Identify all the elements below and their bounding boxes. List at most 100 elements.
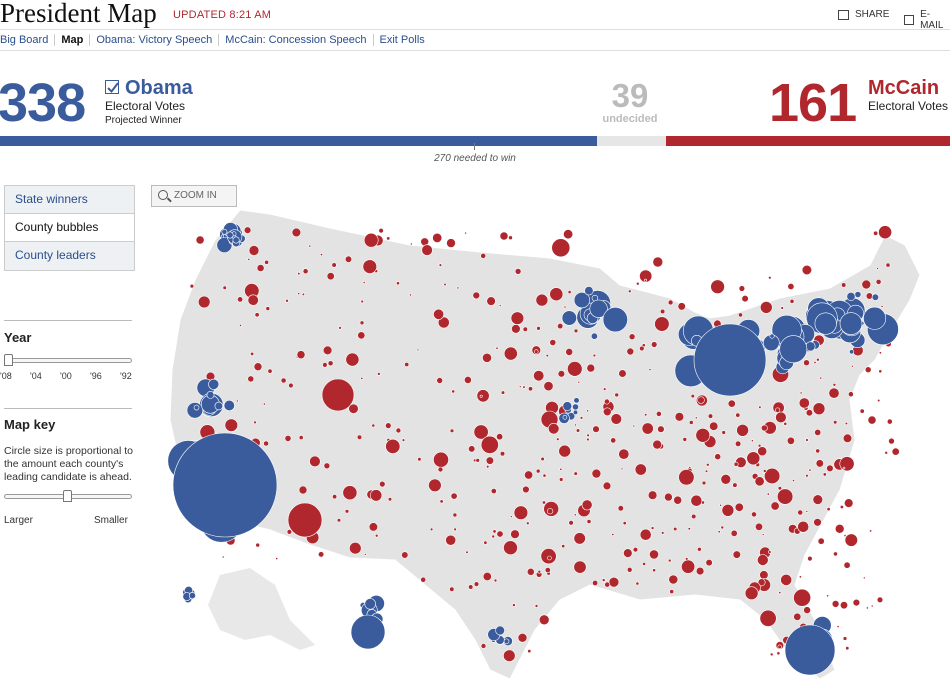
county-bubble-republican[interactable] xyxy=(465,550,469,554)
county-bubble-republican[interactable] xyxy=(285,299,289,303)
county-bubble-republican[interactable] xyxy=(635,281,640,286)
county-bubble-republican[interactable] xyxy=(888,437,895,445)
county-bubble-republican[interactable] xyxy=(812,494,823,505)
county-bubble-republican[interactable] xyxy=(705,462,710,467)
county-bubble-republican[interactable] xyxy=(697,546,702,552)
county-bubble-republican[interactable] xyxy=(647,490,658,500)
county-bubble-republican[interactable] xyxy=(247,258,251,261)
county-bubble-republican[interactable] xyxy=(744,586,759,601)
county-bubble-republican[interactable] xyxy=(778,591,782,595)
nav-big-board[interactable]: Big Board xyxy=(0,34,56,46)
county-bubble-republican[interactable] xyxy=(641,422,654,435)
county-bubble-republican[interactable] xyxy=(738,312,743,318)
county-bubble-republican[interactable] xyxy=(438,263,443,267)
county-bubble-republican[interactable] xyxy=(805,474,809,478)
county-bubble-republican[interactable] xyxy=(508,235,513,241)
county-bubble-republican[interactable] xyxy=(581,499,593,511)
county-bubble-republican[interactable] xyxy=(573,471,578,476)
county-bubble-republican[interactable] xyxy=(525,521,530,526)
county-bubble-republican[interactable] xyxy=(565,347,574,356)
county-bubble-republican[interactable] xyxy=(721,503,735,517)
county-bubble-republican[interactable] xyxy=(236,399,239,403)
county-bubble-republican[interactable] xyxy=(808,468,812,472)
county-bubble-republican[interactable] xyxy=(732,482,738,488)
county-bubble-republican[interactable] xyxy=(452,512,458,518)
county-bubble-republican[interactable] xyxy=(793,612,802,621)
county-bubble-republican[interactable] xyxy=(673,495,683,505)
county-bubble-republican[interactable] xyxy=(611,532,615,536)
county-bubble-republican[interactable] xyxy=(736,424,749,437)
county-bubble-republican[interactable] xyxy=(761,533,765,536)
county-bubble-republican[interactable] xyxy=(617,505,624,512)
county-bubble-republican[interactable] xyxy=(776,651,781,656)
county-bubble-republican[interactable] xyxy=(780,573,793,586)
county-bubble-republican[interactable] xyxy=(575,428,581,433)
county-bubble-republican[interactable] xyxy=(551,238,571,258)
county-bubble-republican[interactable] xyxy=(643,278,647,282)
county-bubble-republican[interactable] xyxy=(608,576,620,588)
county-bubble-republican[interactable] xyxy=(603,387,607,391)
county-bubble-democrat[interactable] xyxy=(208,378,220,390)
county-bubble-republican[interactable] xyxy=(799,391,803,395)
county-bubble-republican[interactable] xyxy=(667,299,674,306)
county-bubble-democrat[interactable] xyxy=(846,292,856,302)
county-bubble-republican[interactable] xyxy=(780,306,784,310)
county-bubble-republican[interactable] xyxy=(297,292,301,296)
county-bubble-republican[interactable] xyxy=(886,418,893,425)
county-bubble-republican[interactable] xyxy=(298,485,308,495)
county-bubble-republican[interactable] xyxy=(557,322,564,330)
county-bubble-republican[interactable] xyxy=(344,255,353,263)
county-bubble-republican[interactable] xyxy=(401,551,409,559)
county-bubble-republican[interactable] xyxy=(839,601,848,610)
county-bubble-republican[interactable] xyxy=(848,391,854,398)
county-bubble-republican[interactable] xyxy=(746,451,761,466)
county-bubble-republican[interactable] xyxy=(345,352,360,367)
nav-mccain-speech[interactable]: McCain: Concession Speech xyxy=(219,34,374,46)
county-bubble-republican[interactable] xyxy=(291,227,302,238)
county-bubble-republican[interactable] xyxy=(644,413,648,417)
county-bubble-republican[interactable] xyxy=(657,425,665,433)
county-bubble-republican[interactable] xyxy=(754,476,765,487)
county-bubble-republican[interactable] xyxy=(787,283,795,291)
county-bubble-democrat[interactable] xyxy=(350,614,386,650)
county-bubble-republican[interactable] xyxy=(449,428,455,434)
county-bubble-republican[interactable] xyxy=(709,421,719,431)
county-bubble-republican[interactable] xyxy=(639,269,653,283)
county-bubble-democrat[interactable] xyxy=(226,231,234,239)
county-bubble-republican[interactable] xyxy=(826,594,830,598)
county-bubble-republican[interactable] xyxy=(618,448,630,460)
county-bubble-republican[interactable] xyxy=(867,415,877,425)
county-bubble-republican[interactable] xyxy=(534,604,539,608)
county-bubble-republican[interactable] xyxy=(627,289,632,294)
county-bubble-republican[interactable] xyxy=(498,304,502,307)
county-bubble-republican[interactable] xyxy=(690,494,703,507)
county-bubble-democrat[interactable] xyxy=(232,236,240,244)
county-bubble-republican[interactable] xyxy=(322,345,333,356)
county-bubble-republican[interactable] xyxy=(678,469,695,486)
county-bubble-republican[interactable] xyxy=(338,326,342,330)
county-bubble-republican[interactable] xyxy=(468,445,476,453)
county-bubble-republican[interactable] xyxy=(661,531,665,535)
county-bubble-republican[interactable] xyxy=(803,359,810,366)
county-bubble-republican[interactable] xyxy=(387,497,393,502)
county-bubble-republican[interactable] xyxy=(763,467,781,485)
county-bubble-republican[interactable] xyxy=(493,578,498,583)
county-bubble-republican[interactable] xyxy=(342,485,358,501)
county-bubble-republican[interactable] xyxy=(537,569,542,574)
county-bubble-republican[interactable] xyxy=(586,519,592,524)
county-bubble-republican[interactable] xyxy=(464,231,467,235)
county-bubble-republican[interactable] xyxy=(331,262,337,268)
county-bubble-republican[interactable] xyxy=(475,458,480,463)
year-slider[interactable] xyxy=(4,358,132,363)
county-bubble-republican[interactable] xyxy=(189,283,195,289)
county-bubble-republican[interactable] xyxy=(416,348,420,352)
county-bubble-republican[interactable] xyxy=(302,268,309,275)
county-bubble-democrat[interactable] xyxy=(186,402,204,419)
county-bubble-republican[interactable] xyxy=(321,378,355,412)
county-bubble-republican[interactable] xyxy=(604,581,611,588)
county-bubble-republican[interactable] xyxy=(786,436,795,445)
county-bubble-republican[interactable] xyxy=(875,279,882,285)
county-bubble-republican[interactable] xyxy=(759,609,777,627)
county-bubble-republican[interactable] xyxy=(834,523,845,534)
county-bubble-republican[interactable] xyxy=(634,463,647,476)
